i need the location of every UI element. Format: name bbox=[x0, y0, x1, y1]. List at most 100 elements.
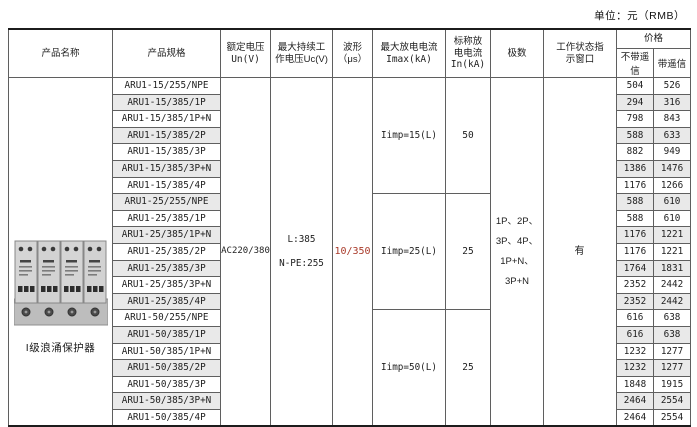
col-header-price-no-remote: 不带遥信 bbox=[616, 48, 654, 78]
price-no-remote-cell: 1386 bbox=[616, 159, 654, 178]
poles-cell: 1P、2P、 3P、4P、 1P+N、 3P+N bbox=[490, 77, 544, 427]
table-row: ARU1-15/385/1P+N 798 843 bbox=[9, 110, 692, 128]
price-remote-cell: 1277 bbox=[652, 359, 692, 377]
price-remote-cell: 526 bbox=[652, 77, 692, 95]
table-row: ARU1-50/255/NPE Iimp=50(L) 25 616 638 bbox=[9, 309, 692, 427]
spec-cell: ARU1-25/385/1P+N bbox=[112, 226, 221, 244]
col-header-price-remote: 带遥信 bbox=[652, 48, 692, 78]
product-price-table: 产品名称 产品规格 额定电压 Un(V) 最大持续工 作电压Uc(V) 波形 （μs）… bbox=[8, 28, 692, 427]
spec-cell: ARU1-15/385/1P bbox=[112, 93, 221, 112]
price-remote-cell: 1221 bbox=[652, 226, 692, 244]
table-row: ARU1-25/385/3P+N 2352 2442 bbox=[9, 276, 692, 294]
table-row: ARU1-25/385/3P 1764 1831 bbox=[9, 259, 692, 278]
price-no-remote-cell: 2352 bbox=[616, 292, 654, 311]
price-remote-cell: 638 bbox=[652, 309, 692, 327]
table-row: ARU1-50/385/3P 1848 1915 bbox=[9, 375, 692, 394]
waveform-cell: 10/350 bbox=[332, 77, 373, 427]
col-header-status-window: 工作状态指 示窗口 bbox=[543, 28, 617, 78]
price-remote-cell: 638 bbox=[652, 325, 692, 344]
price-no-remote-cell: 798 bbox=[616, 110, 654, 128]
product-name-label: I级浪涌保护器 bbox=[25, 341, 96, 354]
col-header-product-spec: 产品规格 bbox=[112, 28, 221, 78]
price-no-remote-cell: 1232 bbox=[616, 342, 654, 361]
surge-protector-product-image bbox=[13, 240, 108, 326]
table-row: ARU1-50/385/1P+N 1232 1277 bbox=[9, 342, 692, 361]
price-remote-cell: 633 bbox=[652, 126, 692, 145]
price-no-remote-cell: 588 bbox=[616, 126, 654, 145]
price-no-remote-cell: 1232 bbox=[616, 359, 654, 377]
table-row: ARU1-50/385/4P 2464 2554 bbox=[9, 408, 692, 427]
spec-cell: ARU1-25/385/4P bbox=[112, 292, 221, 311]
imax-cell-group2: Iimp=25(L) bbox=[372, 193, 446, 311]
price-no-remote-cell: 616 bbox=[616, 325, 654, 344]
product-name-cell: I级浪涌保护器 bbox=[8, 77, 113, 427]
table-row: ARU1-25/385/1P+N 1176 1221 bbox=[9, 226, 692, 244]
price-no-remote-cell: 588 bbox=[616, 209, 654, 228]
spec-cell: ARU1-15/385/3P bbox=[112, 143, 221, 161]
price-no-remote-cell: 1764 bbox=[616, 259, 654, 278]
spec-cell: ARU1-25/385/3P+N bbox=[112, 276, 221, 294]
price-remote-cell: 1266 bbox=[652, 176, 692, 195]
price-remote-cell: 1831 bbox=[652, 259, 692, 278]
price-no-remote-cell: 1176 bbox=[616, 242, 654, 261]
spec-cell: ARU1-50/385/3P bbox=[112, 375, 221, 394]
col-header-max-continuous-voltage: 最大持续工 作电压Uc(V) bbox=[270, 28, 333, 78]
unit-label: 单位：元（RMB） bbox=[594, 10, 685, 22]
price-no-remote-cell: 882 bbox=[616, 143, 654, 161]
status-window-cell: 有 bbox=[543, 77, 617, 427]
price-remote-cell: 610 bbox=[652, 193, 692, 211]
spec-cell: ARU1-15/385/4P bbox=[112, 176, 221, 195]
price-remote-cell: 2442 bbox=[652, 276, 692, 294]
table-row: ARU1-15/385/2P 588 633 bbox=[9, 126, 692, 145]
table-header: 产品名称 产品规格 额定电压 Un(V) 最大持续工 作电压Uc(V) 波形 （μs）… bbox=[8, 28, 692, 78]
price-no-remote-cell: 588 bbox=[616, 193, 654, 211]
spec-cell: ARU1-50/385/3P+N bbox=[112, 392, 221, 410]
price-remote-cell: 2442 bbox=[652, 292, 692, 311]
spec-cell: ARU1-50/385/1P+N bbox=[112, 342, 221, 361]
price-remote-cell: 949 bbox=[652, 143, 692, 161]
table-row: ARU1-15/385/3P 882 949 bbox=[9, 143, 692, 161]
price-no-remote-cell: 504 bbox=[616, 77, 654, 95]
col-header-waveform: 波形 （μs） bbox=[332, 28, 373, 78]
price-remote-cell: 610 bbox=[652, 209, 692, 228]
col-header-max-discharge-current: 最大放电电流 Imax(kA) bbox=[372, 28, 446, 78]
in-cell-group1: 50 bbox=[445, 76, 491, 195]
price-no-remote-cell: 2352 bbox=[616, 276, 654, 294]
spec-cell: ARU1-15/255/NPE bbox=[112, 77, 221, 95]
table-row: I级浪涌保护器 ARU1-15/255/NPE AC220/380 L:385 … bbox=[8, 76, 692, 427]
col-header-poles: 极数 bbox=[490, 28, 544, 78]
table-body: I级浪涌保护器 ARU1-15/255/NPE AC220/380 L:385 … bbox=[8, 76, 692, 427]
price-remote-cell: 1915 bbox=[652, 375, 692, 394]
spec-cell: ARU1-25/385/3P bbox=[112, 259, 221, 278]
spec-cell: ARU1-15/385/3P+N bbox=[112, 159, 221, 178]
rated-voltage-cell: AC220/380 bbox=[220, 77, 271, 427]
price-remote-cell: 1277 bbox=[652, 342, 692, 361]
table-row: ARU1-25/255/NPE Iimp=25(L) 25 588 610 bbox=[9, 193, 692, 311]
spec-cell: ARU1-15/385/2P bbox=[112, 126, 221, 145]
col-header-product-name: 产品名称 bbox=[8, 28, 113, 78]
table-row: ARU1-50/385/1P 616 638 bbox=[9, 325, 692, 344]
in-cell-group2: 25 bbox=[445, 193, 491, 311]
price-no-remote-cell: 2464 bbox=[616, 392, 654, 410]
price-remote-cell: 1221 bbox=[652, 242, 692, 261]
imax-cell-group3: Iimp=50(L) bbox=[372, 309, 446, 427]
price-no-remote-cell: 1176 bbox=[616, 226, 654, 244]
price-no-remote-cell: 1176 bbox=[616, 176, 654, 195]
col-header-rated-voltage: 额定电压 Un(V) bbox=[220, 28, 271, 78]
imax-cell-group1: Iimp=15(L) bbox=[372, 76, 446, 195]
price-remote-cell: 1476 bbox=[652, 159, 692, 178]
spec-cell: ARU1-15/385/1P+N bbox=[112, 110, 221, 128]
price-remote-cell: 2554 bbox=[652, 392, 692, 410]
table-row: ARU1-15/385/3P+N 1386 1476 bbox=[9, 159, 692, 178]
price-remote-cell: 843 bbox=[652, 110, 692, 128]
table-row: ARU1-15/385/1P 294 316 bbox=[9, 93, 692, 112]
spec-cell: ARU1-25/385/2P bbox=[112, 242, 221, 261]
col-header-nominal-discharge-current: 标称放 电电流 In(kA) bbox=[445, 28, 491, 78]
price-remote-cell: 316 bbox=[652, 93, 692, 112]
spec-cell: ARU1-50/385/1P bbox=[112, 325, 221, 344]
price-remote-cell: 2554 bbox=[652, 408, 692, 427]
spec-cell: ARU1-25/255/NPE bbox=[112, 193, 221, 211]
spec-cell: ARU1-50/385/4P bbox=[112, 408, 221, 427]
price-no-remote-cell: 1848 bbox=[616, 375, 654, 394]
spec-cell: ARU1-50/385/2P bbox=[112, 359, 221, 377]
